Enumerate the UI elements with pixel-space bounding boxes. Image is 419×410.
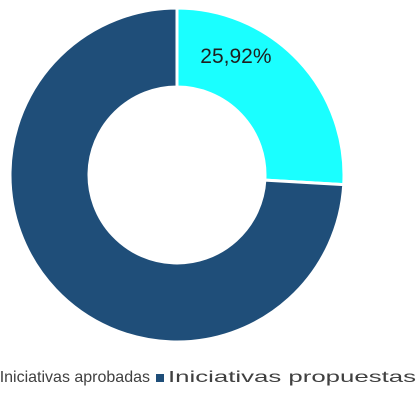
legend-swatch — [156, 374, 164, 382]
legend-label: Iniciativas propuestas — [168, 369, 416, 386]
donut-segment — [175, 6, 346, 187]
donut-segment — [8, 6, 346, 344]
data-label: 25,92% — [200, 45, 271, 68]
legend-label: Iniciativas aprobadas — [0, 369, 150, 386]
